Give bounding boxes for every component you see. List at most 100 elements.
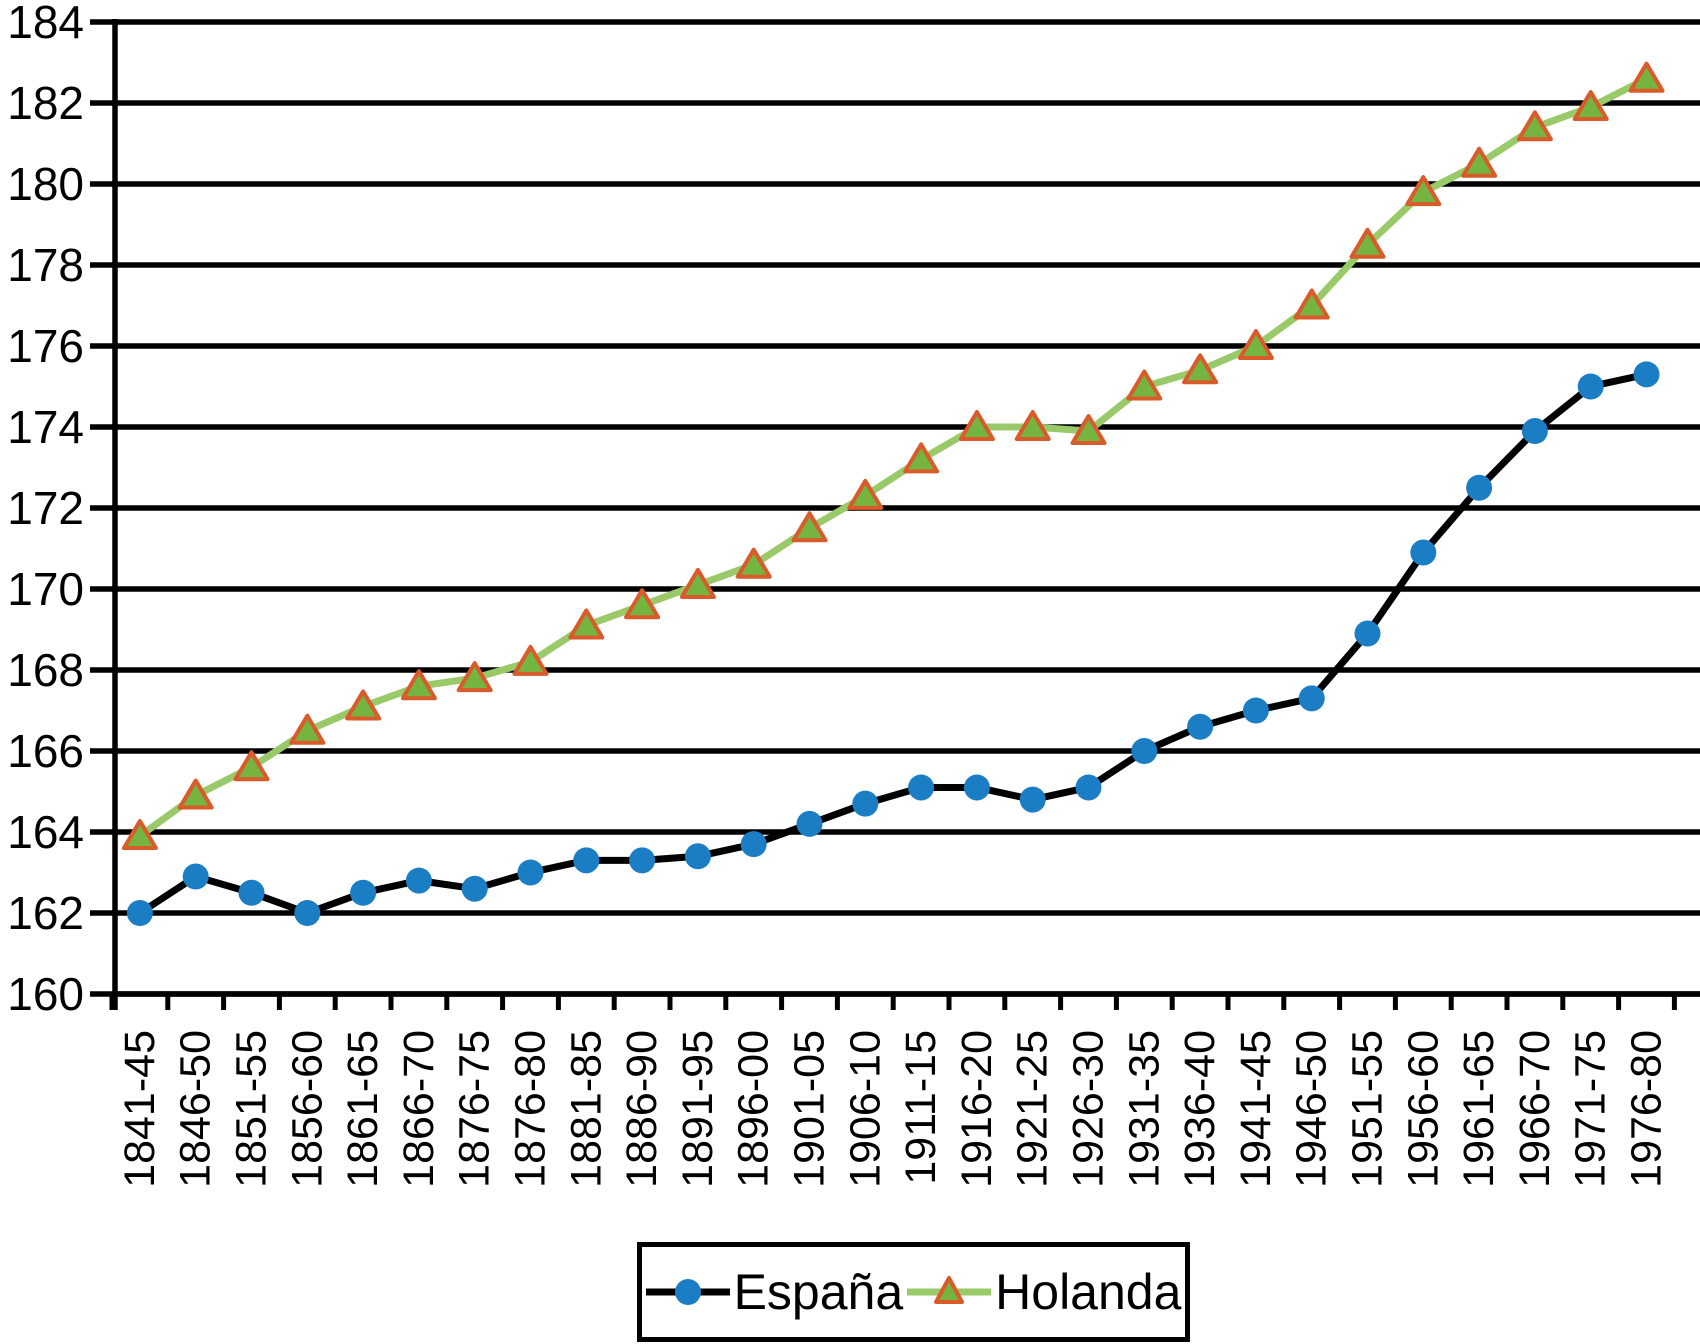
x-tick-label: 1851-55 — [228, 1030, 276, 1188]
espana-point — [629, 847, 656, 874]
holanda-point — [1237, 329, 1274, 360]
holanda-point — [624, 588, 661, 620]
x-tick-label: 1906-10 — [841, 1030, 889, 1188]
x-tick-label: 1846-50 — [172, 1030, 220, 1188]
espana-line-sample — [645, 1279, 730, 1305]
x-tick-label: 1881-85 — [562, 1030, 610, 1188]
x-tick-label: 1976-80 — [1623, 1030, 1671, 1188]
x-tick-label: 1931-35 — [1120, 1030, 1168, 1188]
legend-label-espana: España — [733, 1264, 904, 1320]
holanda-point — [1405, 175, 1442, 207]
espana-point — [126, 900, 153, 926]
espana-point — [1298, 685, 1325, 712]
holanda-point — [1349, 227, 1386, 259]
espana-point — [963, 774, 990, 801]
espana-point — [294, 900, 321, 926]
x-tick-label: 1951-55 — [1344, 1030, 1392, 1188]
holanda-point — [1572, 90, 1609, 122]
espana-point — [405, 867, 432, 894]
holanda-point — [177, 778, 214, 810]
y-tick-label: 164 — [7, 806, 84, 858]
holanda-point — [289, 713, 326, 745]
holanda-point — [456, 661, 493, 693]
espana-point — [796, 810, 823, 837]
x-tick-label: 1956-60 — [1399, 1030, 1447, 1188]
espana-point — [517, 859, 544, 886]
espana-point — [908, 774, 935, 801]
y-tick-label: 184 — [7, 0, 84, 48]
espana-point — [1521, 418, 1548, 445]
holanda-line — [136, 75, 1650, 840]
legend-label-holanda: Holanda — [995, 1264, 1182, 1320]
y-tick-label: 162 — [7, 887, 84, 939]
x-tick-label: 1916-20 — [953, 1030, 1001, 1188]
holanda-point — [1070, 414, 1107, 446]
x-tick-label: 1936-40 — [1176, 1030, 1224, 1188]
espana-point — [1019, 786, 1046, 813]
holanda-point — [1014, 410, 1051, 441]
holanda-point — [1126, 369, 1163, 401]
x-tick-label: 1971-75 — [1567, 1030, 1615, 1188]
x-tick-label: 1966-70 — [1511, 1030, 1559, 1188]
x-tick-label: 1901-05 — [786, 1030, 834, 1188]
legend-item-holanda: Holanda — [907, 1267, 1181, 1317]
holanda-point — [345, 689, 382, 721]
holanda-point — [121, 819, 158, 851]
x-tick-label: 1896-00 — [730, 1030, 778, 1188]
espana-point — [350, 879, 377, 906]
espana-point — [573, 847, 600, 874]
x-tick-label: 1921-25 — [1009, 1030, 1057, 1188]
holanda-point — [233, 750, 270, 782]
espana-point — [1410, 539, 1437, 566]
x-tick-label: 1946-50 — [1288, 1030, 1336, 1188]
x-tick-label: 1926-30 — [1065, 1030, 1113, 1188]
legend-item-espana: España — [645, 1264, 904, 1320]
holanda-point — [1182, 353, 1219, 385]
y-tick-label: 178 — [7, 239, 84, 291]
y-tick-label: 168 — [7, 644, 84, 696]
holanda-point — [512, 644, 549, 676]
espana-point — [1577, 373, 1604, 400]
espana-point — [1633, 361, 1660, 388]
holanda-point — [791, 511, 828, 543]
holanda-point — [568, 608, 605, 640]
y-tick-label: 174 — [7, 401, 84, 453]
x-tick-label: 1856-60 — [283, 1030, 331, 1188]
espana-point — [852, 790, 879, 817]
espana-sample-marker — [674, 1279, 701, 1305]
holanda-point — [847, 478, 884, 510]
espana-point — [238, 879, 265, 906]
espana-point — [1466, 474, 1493, 501]
y-tick-label: 160 — [7, 968, 84, 1020]
espana-point — [684, 843, 711, 870]
espana-point — [1354, 620, 1381, 647]
espana-point — [1075, 774, 1102, 801]
espana-point — [1131, 738, 1158, 764]
holanda-sample-marker — [934, 1276, 965, 1304]
holanda-line-sample — [907, 1276, 992, 1304]
holanda-point — [1628, 61, 1665, 93]
espana-point — [182, 863, 209, 890]
x-tick-label: 1841-45 — [116, 1030, 164, 1188]
x-tick-label: 1911-15 — [897, 1030, 945, 1185]
holanda-point — [1461, 146, 1498, 178]
espana-point — [740, 831, 767, 858]
holanda-point — [400, 669, 437, 701]
espana-line — [136, 370, 1650, 917]
holanda-point — [1516, 110, 1553, 142]
espana-point — [1242, 697, 1269, 724]
y-tick-label: 176 — [7, 320, 84, 372]
y-tick-label: 170 — [7, 563, 84, 615]
espana-point — [1187, 713, 1214, 740]
y-tick-label: 166 — [7, 725, 84, 777]
y-tick-label: 172 — [7, 482, 84, 534]
holanda-point — [735, 547, 772, 579]
x-tick-label: 1941-45 — [1232, 1030, 1280, 1188]
holanda-point — [903, 442, 940, 474]
x-tick-label: 1961-65 — [1455, 1030, 1503, 1188]
x-tick-label: 1866-70 — [395, 1030, 443, 1188]
x-tick-label: 1876-75 — [451, 1030, 499, 1188]
x-tick-label: 1861-65 — [339, 1030, 387, 1188]
x-tick-label: 1886-90 — [618, 1030, 666, 1188]
